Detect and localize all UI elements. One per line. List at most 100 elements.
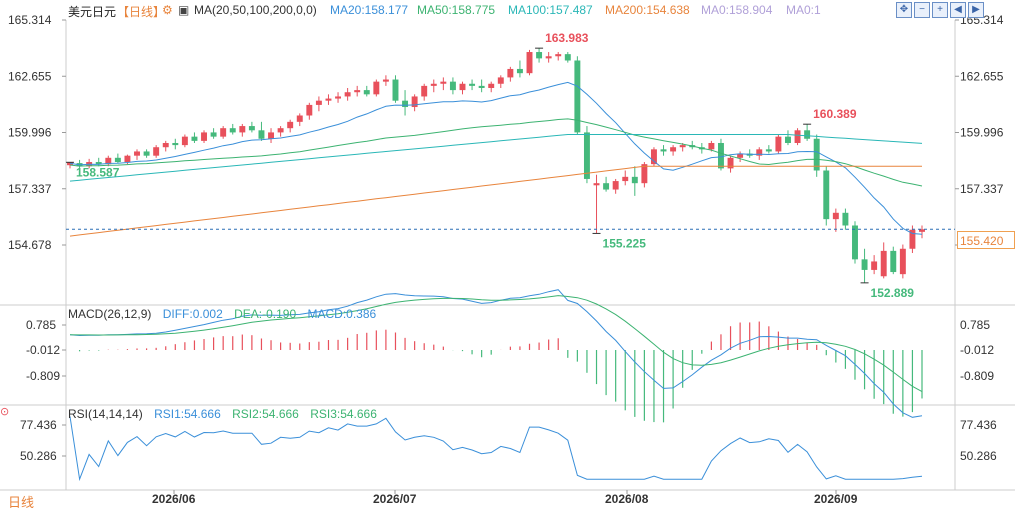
macd-label: MACD(26,12,9): [68, 307, 152, 321]
rsi-tick-label-left: 50.286: [20, 449, 57, 463]
candle-body: [402, 100, 409, 108]
macd-tick-label-left: -0.012: [26, 343, 60, 357]
ma-toggle-icon[interactable]: ▣: [178, 3, 190, 17]
price-tick-label-right: 162.655: [960, 69, 1004, 83]
low-label-2: 152.889: [871, 286, 915, 300]
candle-body: [832, 212, 839, 220]
candle-body: [660, 149, 667, 152]
rsi-line: [69, 416, 923, 482]
ma200-value: MA200:154.638: [605, 3, 690, 17]
candle-body: [526, 52, 533, 74]
rsi-tick-label-left: 77.436: [20, 418, 57, 432]
ma20-line: [69, 81, 923, 235]
target-icon[interactable]: ⊙: [0, 406, 10, 418]
candle-body: [785, 136, 791, 143]
ma100-value: MA100:157.487: [508, 3, 593, 17]
zoom-out-icon[interactable]: −: [914, 2, 930, 18]
candle-body: [641, 164, 648, 184]
candle-body: [756, 149, 763, 156]
candle-body: [871, 261, 878, 270]
rsi-label: RSI(14,14,14): [68, 407, 143, 421]
candle-body: [124, 155, 131, 163]
candle-body: [392, 79, 399, 101]
macd-diff-line: [69, 289, 923, 418]
price-tick-label-left: 154.678: [8, 238, 52, 252]
candle-body: [134, 151, 140, 156]
ma-label: MA(20,50,100,200,0,0): [194, 3, 317, 17]
candle-body: [296, 115, 303, 122]
candle-body: [650, 149, 657, 165]
ma100-line: [69, 134, 923, 182]
candle-body: [899, 248, 906, 275]
candle-body: [239, 126, 246, 133]
chevron-right-icon[interactable]: ▶: [968, 2, 984, 18]
candle-body: [172, 142, 179, 146]
candle-body: [95, 162, 102, 165]
candle-body: [775, 136, 782, 152]
candle-body: [315, 100, 322, 105]
candle-body: [306, 104, 313, 116]
candle-body: [880, 250, 887, 277]
candle-body: [622, 176, 629, 182]
candle-body: [842, 212, 849, 226]
crosshair-icon[interactable]: ✥: [896, 2, 912, 18]
rsi1-value: RSI1:54.666: [154, 407, 221, 421]
candle-body: [143, 151, 150, 156]
macd-tick-label-left: 0.785: [26, 318, 56, 332]
candle-body: [325, 98, 332, 101]
candle-body: [583, 132, 590, 179]
zoom-in-icon[interactable]: +: [932, 2, 948, 18]
candle-body: [344, 92, 351, 97]
candle-body: [277, 128, 284, 133]
candle-body: [421, 85, 428, 97]
x-tick-label: 2026/07: [373, 492, 417, 506]
macd-tick-label-right: -0.809: [960, 369, 994, 383]
candle-body: [909, 229, 916, 249]
price-tick-label-right: 157.337: [960, 182, 1004, 196]
price-tick-label-right: 159.996: [960, 126, 1004, 140]
macd-diff: DIFF:0.002: [162, 307, 223, 321]
macd-tick-label-left: -0.809: [26, 369, 60, 383]
gear-icon[interactable]: ⚙: [162, 3, 173, 17]
candle-body: [287, 121, 294, 129]
high-label-2: 160.389: [813, 107, 857, 121]
candle-body: [564, 54, 571, 61]
candle-body: [449, 81, 456, 91]
candle-body: [555, 54, 562, 57]
candle-body: [507, 68, 514, 78]
candle-body: [382, 79, 389, 82]
candle-body: [363, 90, 370, 95]
candle-body: [679, 145, 686, 148]
rsi2-value: RSI2:54.666: [232, 407, 299, 421]
current-price-box: 155.420: [957, 231, 1015, 249]
candle-body: [823, 170, 830, 220]
candle-body: [162, 142, 169, 148]
ma0-value-b: MA0:1: [786, 3, 821, 17]
chevron-left-icon[interactable]: ◀: [950, 2, 966, 18]
candle-body: [469, 83, 476, 86]
candle-body: [220, 128, 227, 137]
candle-body: [861, 259, 868, 270]
macd-value: MACD:0.386: [307, 307, 377, 321]
ma50-value: MA50:158.775: [417, 3, 496, 17]
candle-body: [268, 132, 275, 139]
candle-body: [335, 96, 342, 99]
candle-body: [258, 130, 265, 139]
candle-body: [459, 83, 466, 91]
candle-body: [631, 176, 638, 184]
candle-body: [574, 60, 581, 133]
period-label[interactable]: 【日线】: [117, 5, 166, 19]
macd-legend: MACD(26,12,9) DIFF:0.002 DEA:-0.190 MACD…: [68, 307, 384, 321]
start-label: 158.587: [76, 165, 120, 179]
period-button[interactable]: 日线: [8, 495, 35, 510]
ma50-line: [69, 118, 923, 187]
candle-body: [765, 149, 772, 152]
candle-body: [516, 68, 523, 74]
price-tick-label-left: 157.337: [8, 182, 52, 196]
candle-body: [670, 147, 677, 152]
candle-body: [612, 181, 619, 190]
candle-body: [804, 130, 811, 139]
candle-body: [919, 229, 925, 232]
candle-body: [488, 83, 495, 88]
